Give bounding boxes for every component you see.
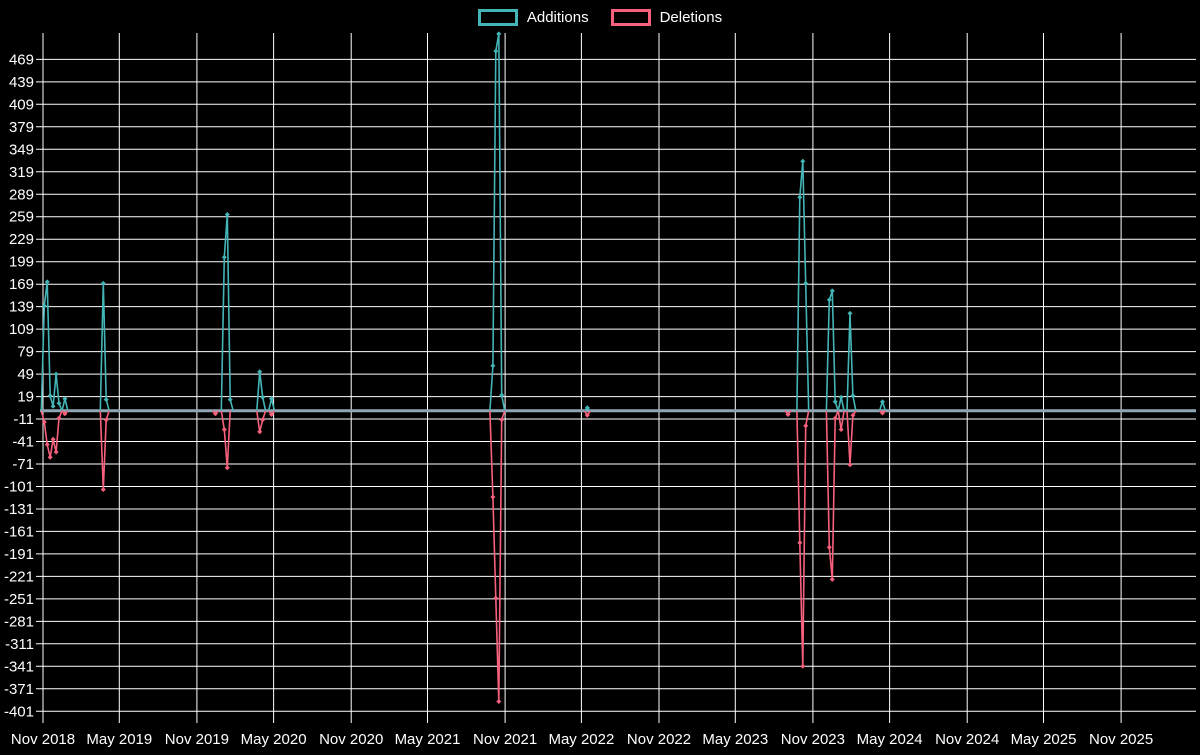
svg-text:-341: -341 bbox=[4, 658, 34, 675]
svg-text:Nov 2021: Nov 2021 bbox=[473, 731, 537, 748]
svg-text:May 2020: May 2020 bbox=[241, 731, 307, 748]
svg-text:19: 19 bbox=[17, 389, 34, 406]
deletions-series bbox=[40, 410, 886, 703]
svg-text:May 2025: May 2025 bbox=[1011, 731, 1077, 748]
svg-text:May 2022: May 2022 bbox=[548, 731, 614, 748]
svg-text:-401: -401 bbox=[4, 703, 34, 720]
svg-text:-161: -161 bbox=[4, 523, 34, 540]
svg-text:379: 379 bbox=[9, 119, 34, 136]
svg-text:Nov 2020: Nov 2020 bbox=[319, 731, 383, 748]
svg-text:-191: -191 bbox=[4, 546, 34, 563]
svg-text:409: 409 bbox=[9, 96, 34, 113]
y-axis-labels: 469 439 409 379 349 319 289 259 229 199 169 139 109 7… bbox=[4, 51, 34, 720]
svg-text:439: 439 bbox=[9, 74, 34, 91]
svg-text:May 2021: May 2021 bbox=[395, 731, 461, 748]
svg-text:49: 49 bbox=[17, 366, 34, 383]
svg-text:139: 139 bbox=[9, 299, 34, 316]
svg-text:229: 229 bbox=[9, 231, 34, 248]
svg-text:-311: -311 bbox=[5, 636, 34, 653]
svg-text:169: 169 bbox=[9, 276, 34, 293]
svg-text:469: 469 bbox=[9, 51, 34, 68]
svg-text:Nov 2024: Nov 2024 bbox=[935, 731, 999, 748]
svg-text:289: 289 bbox=[9, 186, 34, 203]
svg-text:-221: -221 bbox=[4, 568, 34, 585]
svg-text:-371: -371 bbox=[4, 681, 34, 698]
svg-text:May 2024: May 2024 bbox=[857, 731, 923, 748]
svg-text:Nov 2023: Nov 2023 bbox=[781, 731, 845, 748]
legend-item-additions[interactable]: Additions bbox=[477, 8, 589, 26]
svg-text:Nov 2025: Nov 2025 bbox=[1089, 731, 1153, 748]
gridlines bbox=[36, 33, 1196, 723]
additions-series bbox=[40, 33, 887, 412]
svg-text:Nov 2019: Nov 2019 bbox=[165, 731, 229, 748]
legend-label-additions: Additions bbox=[526, 8, 589, 26]
svg-text:79: 79 bbox=[17, 344, 34, 361]
additions-markers bbox=[41, 31, 885, 411]
svg-text:Nov 2018: Nov 2018 bbox=[11, 731, 75, 748]
svg-text:199: 199 bbox=[9, 254, 34, 271]
svg-text:349: 349 bbox=[9, 141, 34, 158]
svg-text:May 2019: May 2019 bbox=[86, 731, 152, 748]
svg-text:109: 109 bbox=[9, 321, 34, 338]
svg-text:259: 259 bbox=[9, 209, 34, 226]
legend-item-deletions[interactable]: Deletions bbox=[610, 8, 723, 26]
svg-text:-101: -101 bbox=[4, 479, 34, 496]
svg-text:-131: -131 bbox=[4, 501, 34, 518]
additions-swatch-icon bbox=[477, 8, 518, 26]
deletions-markers bbox=[41, 410, 885, 704]
svg-text:319: 319 bbox=[9, 164, 34, 181]
svg-text:May 2023: May 2023 bbox=[702, 731, 768, 748]
deletions-swatch-icon bbox=[610, 8, 651, 26]
svg-text:-71: -71 bbox=[12, 456, 34, 473]
svg-text:-251: -251 bbox=[4, 591, 34, 608]
x-axis-labels: Nov 2018 May 2019 Nov 2019 May 2020 Nov 2020… bbox=[11, 731, 1153, 748]
svg-text:-281: -281 bbox=[4, 613, 34, 630]
svg-text:-11: -11 bbox=[13, 411, 34, 428]
chart-legend: Additions Deletions bbox=[0, 6, 1200, 28]
svg-text:Nov 2022: Nov 2022 bbox=[627, 731, 691, 748]
svg-text:-41: -41 bbox=[12, 434, 34, 451]
legend-label-deletions: Deletions bbox=[659, 8, 723, 26]
